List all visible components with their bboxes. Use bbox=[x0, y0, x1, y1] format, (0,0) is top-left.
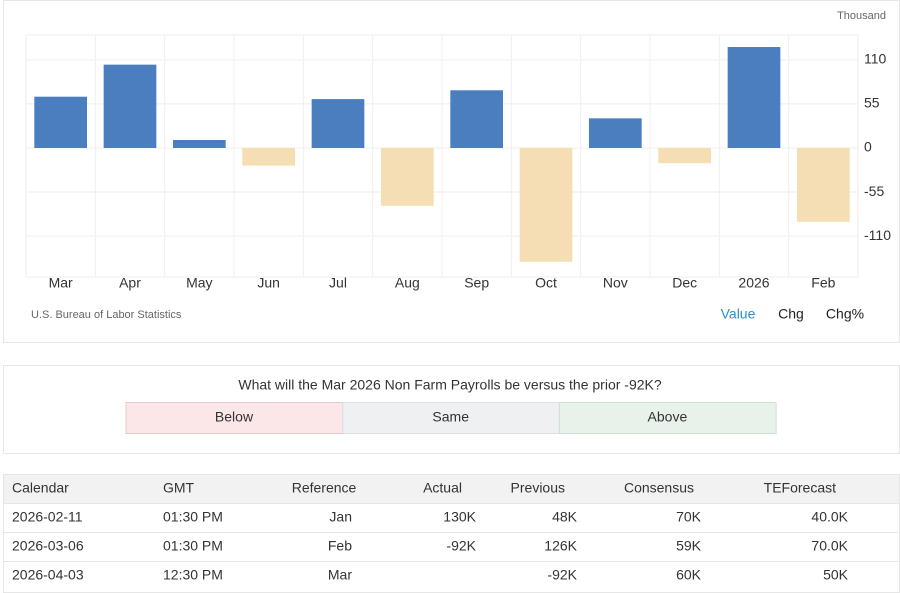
table-cell: 2026-04-03 bbox=[12, 567, 84, 583]
bar bbox=[311, 99, 365, 148]
column-header: TEForecast bbox=[764, 480, 836, 496]
table-cell: 01:30 PM bbox=[163, 509, 223, 525]
x-tick-label: Jun bbox=[257, 275, 280, 291]
x-tick-label: May bbox=[186, 275, 212, 291]
table-header bbox=[4, 475, 899, 503]
x-tick-label: 2026 bbox=[738, 275, 769, 291]
bar bbox=[796, 147, 850, 222]
y-tick-label: -110 bbox=[864, 227, 891, 243]
poll-option-label: Same bbox=[432, 409, 469, 425]
table-cell: 01:30 PM bbox=[163, 538, 223, 554]
source: U.S. Bureau of Labor Statistics bbox=[31, 309, 182, 321]
table-cell: 48K bbox=[552, 509, 578, 525]
unit-label: Thousand bbox=[837, 10, 886, 22]
table-cell: 70.0K bbox=[811, 538, 848, 554]
table-cell: -92K bbox=[446, 538, 476, 554]
x-tick-label: Aug bbox=[395, 275, 420, 291]
x-tick-label: Sep bbox=[464, 275, 489, 291]
x-tick-label: Mar bbox=[49, 275, 73, 291]
table-cell: Feb bbox=[328, 538, 352, 554]
table-cell: 130K bbox=[443, 509, 476, 525]
view-button[interactable]: Value bbox=[721, 306, 756, 322]
column-header: GMT bbox=[163, 480, 195, 496]
y-tick-label: 55 bbox=[864, 95, 880, 111]
x-tick-label: Nov bbox=[603, 275, 628, 291]
poll-option[interactable] bbox=[558, 402, 777, 434]
bar bbox=[103, 64, 157, 148]
x-tick-label: Apr bbox=[119, 275, 141, 291]
table-cell: 60K bbox=[676, 567, 702, 583]
bar bbox=[34, 96, 88, 148]
poll-option-label: Above bbox=[648, 409, 688, 425]
table-cell: 40.0K bbox=[811, 509, 848, 525]
y-tick-label: -55 bbox=[864, 183, 884, 199]
poll-question: What will the Mar 2026 Non Farm Payrolls… bbox=[238, 377, 661, 393]
column-header: Actual bbox=[423, 480, 462, 496]
table-cell: Jan bbox=[329, 509, 352, 525]
table-cell: 70K bbox=[676, 509, 702, 525]
poll-option[interactable] bbox=[342, 402, 560, 434]
bar bbox=[172, 139, 226, 148]
table-cell: 126K bbox=[544, 538, 577, 554]
x-tick-label: Jul bbox=[329, 275, 347, 291]
x-tick-label: Feb bbox=[811, 275, 835, 291]
bar bbox=[450, 90, 504, 148]
poll-option-label: Below bbox=[215, 409, 254, 425]
view-button[interactable]: Chg bbox=[778, 306, 804, 322]
table-cell: Mar bbox=[328, 567, 352, 583]
column-header: Previous bbox=[511, 480, 565, 496]
table-cell: 59K bbox=[676, 538, 702, 554]
table-cell: 2026-03-06 bbox=[12, 538, 84, 554]
bar bbox=[242, 147, 296, 166]
bar bbox=[727, 47, 781, 148]
poll-option[interactable] bbox=[125, 402, 344, 434]
bar bbox=[658, 147, 712, 164]
column-header: Calendar bbox=[12, 480, 69, 496]
y-tick-label: 0 bbox=[864, 139, 872, 155]
x-tick-label: Dec bbox=[672, 275, 697, 291]
table-cell: 2026-02-11 bbox=[12, 509, 83, 525]
x-tick-label: Oct bbox=[535, 275, 557, 291]
column-header: Reference bbox=[292, 480, 357, 496]
bar bbox=[588, 118, 642, 148]
bar bbox=[519, 147, 573, 262]
bar bbox=[380, 147, 434, 206]
view-button[interactable]: Chg% bbox=[826, 306, 864, 322]
table-cell: 50K bbox=[823, 567, 849, 583]
y-tick-label: 110 bbox=[864, 51, 887, 67]
table-cell: -92K bbox=[547, 567, 577, 583]
table-cell: 12:30 PM bbox=[163, 567, 223, 583]
column-header: Consensus bbox=[624, 480, 694, 496]
